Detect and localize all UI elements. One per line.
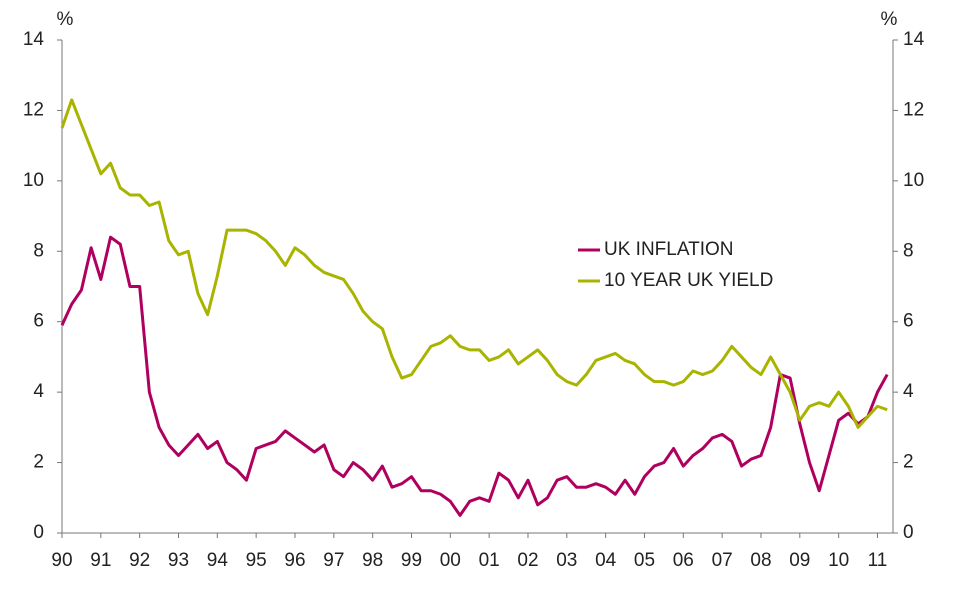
y2-tick-label: 12 [903,99,924,120]
y2-tick-label: 8 [903,240,914,261]
x-tick-label: 11 [868,550,888,571]
y2-axis-label: % [881,9,898,30]
y2-tick-label: 14 [903,29,925,50]
x-tick-label: 08 [750,550,771,571]
x-tick-label: 06 [673,550,694,571]
y-tick-label: 4 [33,381,44,402]
y-tick-label: 6 [33,311,44,332]
x-tick-label: 10 [828,550,849,571]
x-tick-label: 02 [517,550,538,571]
x-tick-label: 95 [246,550,267,571]
x-tick-label: 05 [634,550,655,571]
legend-label: 10 YEAR UK YIELD [604,270,773,291]
x-tick-label: 03 [556,550,577,571]
x-tick-label: 93 [168,550,189,571]
x-tick-label: 07 [712,550,733,571]
y-tick-label: 14 [23,29,45,50]
x-tick-label: 90 [51,550,72,571]
x-tick-label: 00 [440,550,461,571]
x-tick-label: 99 [401,550,422,571]
y-tick-label: 10 [23,170,44,191]
y-tick-label: 2 [33,452,44,473]
x-tick-label: 94 [207,550,229,571]
x-tick-label: 91 [90,550,111,571]
x-tick-label: 92 [129,550,150,571]
y2-tick-label: 0 [903,522,914,543]
y2-tick-label: 4 [903,381,914,402]
series-line [60,98,888,429]
y-tick-label: 0 [33,522,44,543]
x-tick-label: 97 [323,550,344,571]
y-tick-label: 8 [33,240,44,261]
x-tick-label: 98 [362,550,383,571]
x-tick-label: 09 [789,550,810,571]
y-tick-label: 12 [23,99,44,120]
x-tick-label: 96 [284,550,305,571]
series-line [60,235,889,517]
y-axis-label: % [57,9,74,30]
y2-tick-label: 2 [903,452,914,473]
x-tick-label: 01 [479,550,500,571]
legend-label: UK INFLATION [604,239,734,260]
x-tick-label: 04 [595,550,617,571]
y2-tick-label: 10 [903,170,924,191]
y2-tick-label: 6 [903,311,914,332]
